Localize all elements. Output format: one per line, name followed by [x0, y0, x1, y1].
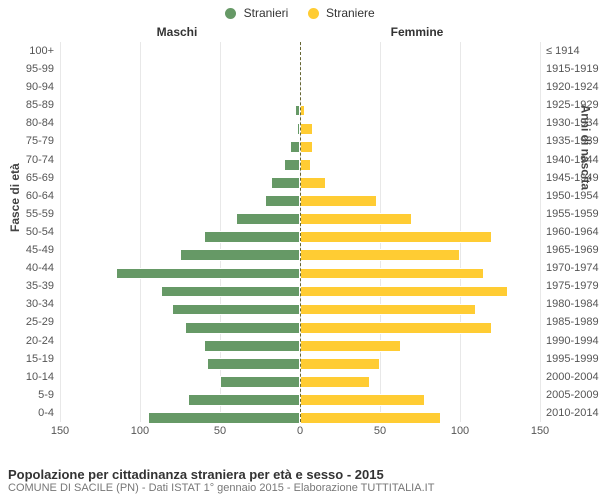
x-tick: 50 — [214, 425, 226, 437]
birth-year-label: 1915-1919 — [540, 60, 599, 78]
birth-year-label: 1975-1979 — [540, 277, 599, 295]
age-label: 80-84 — [26, 114, 60, 132]
age-label: 10-14 — [26, 368, 60, 386]
birth-year-label: 2000-2004 — [540, 368, 599, 386]
age-label: 60-64 — [26, 187, 60, 205]
birth-year-label: 1925-1929 — [540, 96, 599, 114]
population-pyramid-chart: Stranieri Straniere Maschi Femmine Fasce… — [0, 0, 600, 500]
age-label: 95-99 — [26, 60, 60, 78]
age-label: 0-4 — [38, 404, 60, 422]
birth-year-label: 1950-1954 — [540, 187, 599, 205]
birth-year-label: 1920-1924 — [540, 78, 599, 96]
header-male: Maschi — [157, 25, 198, 39]
legend-item-male: Stranieri — [225, 6, 288, 20]
age-label: 20-24 — [26, 332, 60, 350]
birth-year-label: 1930-1934 — [540, 114, 599, 132]
gender-headers: Maschi Femmine — [60, 25, 540, 39]
y-axis-title: Fasce di età — [8, 163, 22, 232]
legend-swatch-male — [225, 8, 236, 19]
chart-subtitle: COMUNE DI SACILE (PN) - Dati ISTAT 1° ge… — [8, 482, 592, 494]
age-label: 55-59 — [26, 205, 60, 223]
chart-title: Popolazione per cittadinanza straniera p… — [8, 467, 592, 482]
age-label: 40-44 — [26, 259, 60, 277]
age-label: 75-79 — [26, 132, 60, 150]
age-label: 100+ — [29, 42, 60, 60]
birth-year-label: 1945-1949 — [540, 169, 599, 187]
birth-year-label: 1980-1984 — [540, 295, 599, 313]
footer: Popolazione per cittadinanza straniera p… — [8, 467, 592, 494]
age-label: 15-19 — [26, 350, 60, 368]
age-label: 85-89 — [26, 96, 60, 114]
legend-item-female: Straniere — [308, 6, 375, 20]
x-tick: 50 — [374, 425, 386, 437]
age-label: 65-69 — [26, 169, 60, 187]
age-label: 90-94 — [26, 78, 60, 96]
age-label: 45-49 — [26, 241, 60, 259]
birth-year-label: 1995-1999 — [540, 350, 599, 368]
birth-year-label: 1970-1974 — [540, 259, 599, 277]
legend: Stranieri Straniere — [0, 6, 600, 20]
age-label: 70-74 — [26, 151, 60, 169]
legend-swatch-female — [308, 8, 319, 19]
birth-year-label: 1955-1959 — [540, 205, 599, 223]
bars-container: 100+≤ 191495-991915-191990-941920-192485… — [60, 42, 540, 422]
age-label: 50-54 — [26, 223, 60, 241]
x-tick: 100 — [451, 425, 469, 437]
x-tick: 0 — [297, 425, 303, 437]
header-female: Femmine — [391, 25, 444, 39]
birth-year-label: 2010-2014 — [540, 404, 599, 422]
birth-year-label: ≤ 1914 — [540, 42, 580, 60]
x-tick: 150 — [531, 425, 549, 437]
birth-year-label: 2005-2009 — [540, 386, 599, 404]
birth-year-label: 1940-1944 — [540, 151, 599, 169]
age-label: 5-9 — [38, 386, 60, 404]
birth-year-label: 1960-1964 — [540, 223, 599, 241]
birth-year-label: 1990-1994 — [540, 332, 599, 350]
birth-year-label: 1985-1989 — [540, 313, 599, 331]
legend-label-male: Stranieri — [244, 6, 289, 20]
center-line — [300, 42, 301, 422]
legend-label-female: Straniere — [326, 6, 375, 20]
x-axis: 15010050050100150 — [60, 422, 540, 442]
age-label: 25-29 — [26, 313, 60, 331]
birth-year-label: 1935-1939 — [540, 132, 599, 150]
x-tick: 150 — [51, 425, 69, 437]
plot-area: 100+≤ 191495-991915-191990-941920-192485… — [60, 42, 540, 442]
age-label: 30-34 — [26, 295, 60, 313]
age-label: 35-39 — [26, 277, 60, 295]
birth-year-label: 1965-1969 — [540, 241, 599, 259]
x-tick: 100 — [131, 425, 149, 437]
